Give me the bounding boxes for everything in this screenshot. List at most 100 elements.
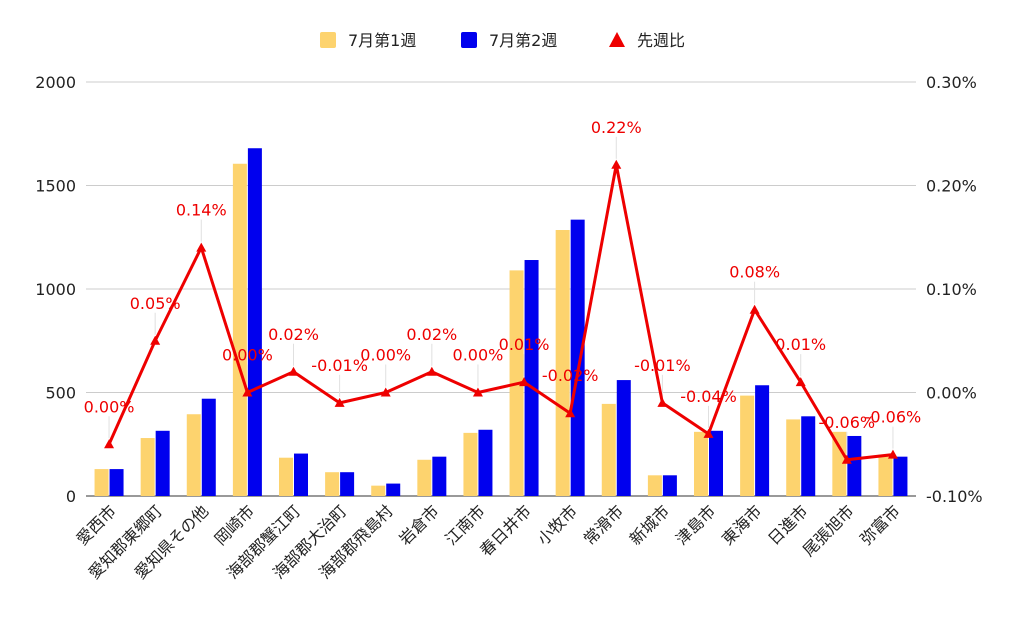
ratio-point bbox=[196, 242, 207, 252]
ratio-point bbox=[519, 377, 530, 387]
category-label: 尾張旭市 bbox=[799, 501, 858, 560]
category-label: 弥富市 bbox=[856, 501, 903, 548]
ratio-data-label: 0.01% bbox=[775, 335, 826, 354]
bar-week2 bbox=[109, 469, 124, 496]
bar-week1 bbox=[555, 230, 570, 496]
legend-label: 7月第2週 bbox=[489, 31, 557, 50]
bar-week2 bbox=[662, 475, 677, 496]
category-label: 小牧市 bbox=[534, 501, 581, 548]
ratio-data-label: -0.01% bbox=[634, 356, 691, 375]
ratio-data-label: 0.02% bbox=[268, 325, 319, 344]
bar-week1 bbox=[740, 395, 755, 496]
ratio-data-label: -0.01% bbox=[311, 356, 368, 375]
ratio-line bbox=[107, 163, 894, 462]
ratio-point bbox=[472, 387, 483, 397]
bar-week2 bbox=[247, 148, 262, 497]
ratio-data-label: 0.00% bbox=[222, 346, 273, 365]
bar-week1 bbox=[94, 469, 109, 496]
bar-week2 bbox=[201, 398, 216, 496]
bar-week1 bbox=[279, 457, 293, 496]
ratio-point bbox=[242, 387, 253, 397]
right-tick-label: -0.10% bbox=[926, 487, 983, 506]
legend-swatch bbox=[320, 32, 336, 48]
bar-series bbox=[94, 148, 908, 497]
bar-week1 bbox=[601, 403, 616, 496]
left-axis: 0 500 1000 1500 2000 bbox=[35, 73, 76, 506]
bar-week2 bbox=[294, 453, 308, 496]
bar-week2 bbox=[847, 435, 862, 496]
left-tick-label: 500 bbox=[45, 384, 76, 403]
ratio-point bbox=[150, 335, 161, 345]
ratio-data-label: 0.00% bbox=[84, 397, 135, 416]
bar-week1 bbox=[417, 459, 432, 496]
bar-week2 bbox=[478, 429, 493, 496]
ratio-point bbox=[426, 366, 437, 376]
legend-label: 先週比 bbox=[637, 31, 685, 50]
ratio-data-label: 0.22% bbox=[591, 118, 642, 137]
ratio-point bbox=[795, 377, 806, 387]
bar-week1 bbox=[463, 432, 478, 496]
ratio-data-label: -0.06% bbox=[819, 413, 876, 432]
bar-week2 bbox=[616, 380, 631, 496]
right-tick-label: 0.20% bbox=[926, 177, 977, 196]
bar-week1 bbox=[325, 472, 340, 496]
bar-week2 bbox=[432, 456, 447, 496]
bar-week2 bbox=[709, 430, 723, 496]
bar-week2 bbox=[155, 430, 170, 496]
ratio-point bbox=[334, 397, 345, 407]
bar-week2 bbox=[893, 456, 908, 496]
bar-week2 bbox=[755, 385, 770, 496]
legend: 7月第1週 7月第2週 先週比 bbox=[320, 31, 685, 50]
ratio-point bbox=[887, 449, 898, 459]
ratio-data-label: 0.14% bbox=[176, 201, 227, 220]
legend-item: 7月第1週 bbox=[320, 31, 416, 50]
bar-week2 bbox=[386, 483, 401, 496]
bar-week2 bbox=[570, 219, 585, 496]
right-tick-label: 0.10% bbox=[926, 280, 977, 299]
category-label: 岩倉市 bbox=[395, 501, 442, 548]
bar-week1 bbox=[647, 475, 662, 496]
category-axis: 愛西市愛知郡東郷町愛知県その他岡崎市海部郡蟹江町海部郡大治町海部郡飛島村岩倉市江… bbox=[72, 501, 903, 582]
ratio-data-label: 0.08% bbox=[729, 263, 780, 282]
right-axis: -0.10% 0.00% 0.10% 0.20% 0.30% bbox=[926, 73, 983, 506]
ratio-point bbox=[565, 408, 576, 418]
legend-label: 7月第1週 bbox=[348, 31, 416, 50]
bar-week1 bbox=[878, 454, 893, 496]
right-tick-label: 0.00% bbox=[926, 384, 977, 403]
gridlines bbox=[86, 81, 916, 497]
ratio-point bbox=[841, 454, 852, 464]
category-label: 東海市 bbox=[718, 501, 765, 548]
ratio-point bbox=[288, 366, 299, 376]
ratio-point bbox=[104, 439, 115, 449]
ratio-point bbox=[749, 304, 760, 314]
category-label: 津島市 bbox=[672, 501, 719, 548]
ratio-data-label: 0.00% bbox=[453, 346, 504, 365]
legend-triangle-icon bbox=[609, 32, 625, 47]
left-tick-label: 2000 bbox=[35, 73, 76, 92]
ratio-data-label: 0.01% bbox=[499, 335, 550, 354]
bar-week1 bbox=[832, 431, 847, 496]
bar-week2 bbox=[340, 472, 355, 496]
ratio-point bbox=[657, 397, 668, 407]
bar-week1 bbox=[694, 431, 708, 496]
bar-week2 bbox=[524, 260, 539, 496]
ratio-point bbox=[380, 387, 391, 397]
left-tick-label: 1500 bbox=[35, 177, 76, 196]
ratio-data-label: 0.00% bbox=[360, 346, 411, 365]
ratio-data-label: 0.05% bbox=[130, 294, 181, 313]
ratio-data-label: -0.02% bbox=[542, 366, 599, 385]
legend-item: 7月第2週 bbox=[461, 31, 557, 50]
ratio-point bbox=[611, 159, 622, 169]
category-label: 常滑市 bbox=[580, 501, 627, 548]
bar-week1 bbox=[786, 419, 801, 496]
bar-week1 bbox=[232, 163, 247, 496]
line-series: 0.00%0.05%0.14%0.00%0.02%-0.01%0.00%0.02… bbox=[84, 118, 922, 464]
legend-swatch bbox=[461, 32, 477, 48]
ratio-data-label: -0.04% bbox=[680, 387, 737, 406]
ratio-data-label: -0.06% bbox=[865, 408, 922, 427]
category-label: 新城市 bbox=[626, 501, 673, 548]
legend-item: 先週比 bbox=[609, 31, 685, 50]
bar-week1 bbox=[371, 485, 386, 496]
ratio-data-label: 0.02% bbox=[406, 325, 457, 344]
